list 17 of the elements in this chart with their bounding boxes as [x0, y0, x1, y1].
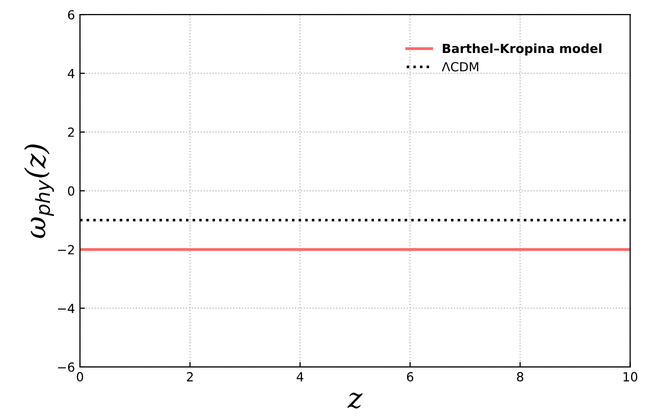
y-tick-label: −4 [58, 304, 74, 313]
y-tick-label: −6 [58, 362, 74, 372]
x-tick-label: 2 [186, 372, 193, 382]
x-tick-label: 4 [296, 372, 304, 382]
y-tick-label: 0 [68, 186, 74, 196]
y-tick-label: 2 [68, 128, 74, 137]
x-axis-title: z [347, 392, 363, 409]
x-tick-label: 10 [624, 372, 638, 382]
y-tick-label: 4 [68, 68, 74, 78]
x-tick-label: 0 [76, 372, 84, 382]
x-tick-label: 6 [406, 372, 414, 382]
y-tick-label: 6 [68, 10, 74, 20]
legend-label: Barthel–Kropina model [442, 43, 602, 56]
y-axis-title: ω$_{phy}$(z) [24, 144, 54, 238]
x-tick-label: 8 [517, 372, 524, 382]
y-tick-label: −2 [58, 244, 74, 254]
legend-label: ΛCDM [442, 62, 478, 72]
